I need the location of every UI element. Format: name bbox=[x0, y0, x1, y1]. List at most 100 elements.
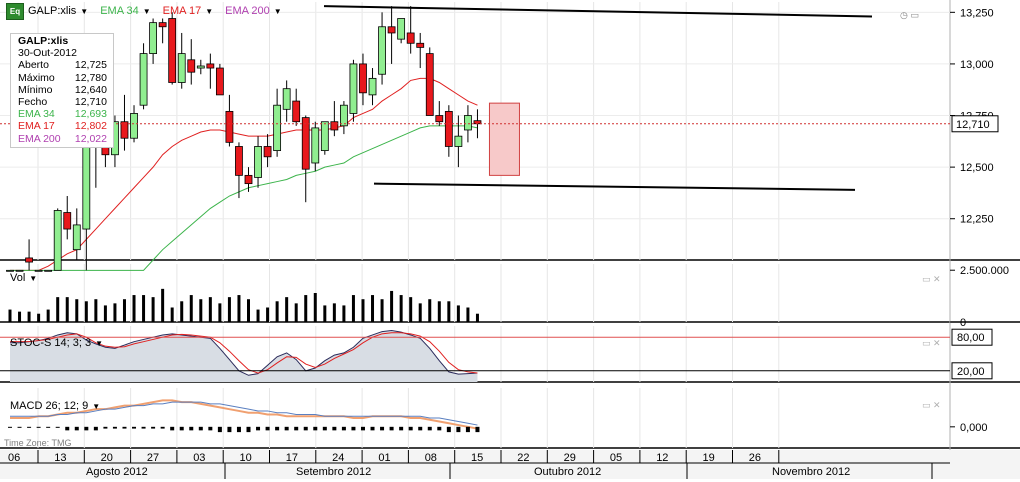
symbol-selector[interactable]: GALP:xlis ▼ bbox=[28, 5, 88, 17]
volume-bar bbox=[227, 297, 231, 322]
macd-hist-bar bbox=[380, 426, 385, 431]
ema17-line bbox=[10, 77, 478, 271]
macd-hist-bar bbox=[313, 426, 318, 431]
info-row: Máximo 12,780 bbox=[18, 72, 113, 84]
chart-controls[interactable]: ◷ ▭ bbox=[900, 10, 919, 21]
volume-bar bbox=[390, 290, 394, 322]
info-row: EMA 200 12,022 bbox=[18, 133, 113, 145]
candle-body bbox=[34, 269, 43, 272]
volume-bar bbox=[447, 301, 451, 322]
volume-tick-label: 0 bbox=[960, 317, 966, 329]
candle-body bbox=[254, 146, 262, 178]
candle-body bbox=[454, 135, 463, 147]
restore-icon[interactable]: ▭ bbox=[922, 338, 931, 348]
candle-body bbox=[330, 121, 339, 131]
volume-bar bbox=[275, 301, 279, 322]
macd-hist-bar bbox=[322, 426, 327, 431]
info-value: 12,022 bbox=[74, 132, 107, 145]
chevron-down-icon: ▼ bbox=[29, 273, 38, 283]
panel-controls[interactable]: ▭ ✕ bbox=[922, 338, 941, 349]
restore-icon[interactable]: ▭ bbox=[910, 10, 919, 20]
restore-icon[interactable]: ▭ bbox=[922, 400, 931, 410]
stoch-fill bbox=[10, 330, 478, 382]
macd-hist-bar bbox=[65, 426, 70, 431]
stoch-panel-label[interactable]: STOC-S 14; 3; 3 ▼ bbox=[10, 337, 103, 349]
volume-bar bbox=[208, 297, 212, 322]
candle-body bbox=[320, 121, 329, 152]
volume-bar bbox=[304, 295, 308, 322]
candle-body bbox=[273, 104, 282, 152]
stoch-level-box bbox=[951, 362, 993, 380]
volume-bar bbox=[361, 299, 365, 322]
info-label: EMA 34 bbox=[18, 108, 55, 121]
volume-bar bbox=[285, 297, 289, 322]
volume-bar bbox=[418, 303, 422, 322]
info-value: 12,780 bbox=[74, 71, 107, 84]
candle-body bbox=[82, 146, 91, 230]
macd-hist-bar bbox=[132, 426, 137, 429]
volume-bar bbox=[27, 311, 31, 322]
volume-bar bbox=[218, 303, 222, 322]
volume-bar bbox=[132, 295, 136, 322]
panel-controls[interactable]: ▭ ✕ bbox=[922, 400, 941, 411]
macd-hist-bar bbox=[103, 426, 108, 429]
candle-body bbox=[301, 117, 310, 170]
volume-tick-label: 2.500.000 bbox=[960, 265, 1009, 277]
stoch-k-line bbox=[10, 329, 478, 376]
ema17-selector[interactable]: EMA 17 ▼ bbox=[163, 5, 213, 17]
x-tick-label: 08 bbox=[425, 452, 437, 464]
macd-hist-bar bbox=[112, 426, 117, 429]
macd-panel-label[interactable]: MACD 26; 12; 9 ▼ bbox=[10, 400, 100, 412]
volume-bar bbox=[247, 299, 250, 322]
price-tick-label: 12,250 bbox=[960, 214, 994, 226]
macd-hist-bar bbox=[256, 426, 261, 431]
ohlc-info-box: GALP:xlis 30-Out-2012 Aberto 12,725 Máxim… bbox=[10, 33, 114, 148]
close-icon[interactable]: ✕ bbox=[933, 400, 941, 410]
candle-body bbox=[282, 88, 291, 110]
candle-body bbox=[44, 269, 53, 272]
ema200-selector[interactable]: EMA 200 ▼ bbox=[225, 5, 282, 17]
candle-body bbox=[177, 53, 186, 83]
volume-bar bbox=[266, 307, 270, 322]
ema200-label: EMA 200 bbox=[225, 5, 270, 17]
close-icon[interactable]: ✕ bbox=[933, 274, 941, 284]
x-tick-label: 29 bbox=[564, 452, 576, 464]
candle-body bbox=[63, 212, 72, 230]
candle-body bbox=[120, 121, 129, 139]
month-label: Setembro 2012 bbox=[296, 466, 371, 478]
close-icon[interactable]: ✕ bbox=[933, 338, 941, 348]
volume-bar bbox=[332, 303, 336, 322]
macd-hist-bar bbox=[122, 426, 127, 429]
candle-body bbox=[149, 22, 158, 54]
volume-bar bbox=[151, 297, 155, 322]
volume-bar bbox=[456, 305, 460, 322]
volume-bar bbox=[428, 299, 432, 322]
info-label: Mínimo bbox=[18, 83, 53, 96]
volume-bar bbox=[399, 295, 403, 322]
clock-icon[interactable]: ◷ bbox=[900, 10, 908, 20]
macd-hist-bar bbox=[351, 426, 356, 431]
info-value: 12,693 bbox=[74, 108, 107, 121]
macd-hist-bar bbox=[399, 426, 404, 431]
info-label: EMA 17 bbox=[18, 120, 55, 133]
candle-body bbox=[349, 63, 358, 114]
macd-hist-bar bbox=[408, 426, 413, 431]
equity-icon[interactable]: Eq bbox=[6, 2, 24, 20]
candle-body bbox=[215, 67, 224, 96]
panel-controls[interactable]: ▭ ✕ bbox=[922, 274, 941, 285]
last-price-label: 12,710 bbox=[956, 119, 990, 131]
volume-bar bbox=[294, 303, 298, 322]
macd-hist-bar bbox=[198, 426, 203, 431]
x-tick-label: 20 bbox=[101, 452, 113, 464]
macd-hist-bar bbox=[284, 426, 289, 431]
chevron-down-icon: ▼ bbox=[95, 338, 104, 348]
volume-panel-label[interactable]: Vol ▼ bbox=[10, 272, 37, 284]
candle-body bbox=[368, 77, 377, 96]
ema34-selector[interactable]: EMA 34 ▼ bbox=[100, 5, 150, 17]
stoch-label: STOC-S 14; 3; 3 bbox=[10, 337, 92, 349]
date-axis-background bbox=[0, 450, 1020, 479]
restore-icon[interactable]: ▭ bbox=[922, 274, 931, 284]
macd-hist-bar bbox=[151, 426, 156, 429]
